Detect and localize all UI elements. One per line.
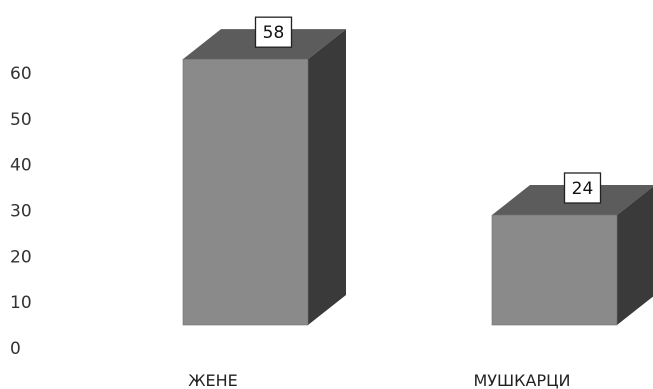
y-tick-label: 20 [10,247,32,267]
bar-front-face [491,214,618,326]
y-tick-label: 50 [10,110,32,130]
bar-side-face [308,29,346,326]
data-label: 24 [572,179,594,199]
y-tick-label: 10 [10,293,32,313]
y-tick-label: 30 [10,202,32,222]
y-tick-label: 40 [10,156,32,176]
data-label-box [254,16,293,48]
x-category-label: ЖЕНЕ [188,371,237,389]
data-label-box [563,172,602,204]
bar-front-face [182,58,309,326]
data-label: 58 [263,23,285,43]
x-axis: ЖЕНЕ МУШКАРЦИ [188,371,570,389]
x-category-label: МУШКАРЦИ [473,371,570,389]
bar-side-face [617,186,653,325]
bar-1: 58 [182,16,346,326]
y-tick-label: 0 [10,339,21,359]
bar-2: 24 [491,172,653,326]
bars: 58 24 [182,16,653,326]
y-tick-label: 60 [10,64,32,84]
y-axis: 0 10 20 30 40 50 60 [10,64,32,359]
